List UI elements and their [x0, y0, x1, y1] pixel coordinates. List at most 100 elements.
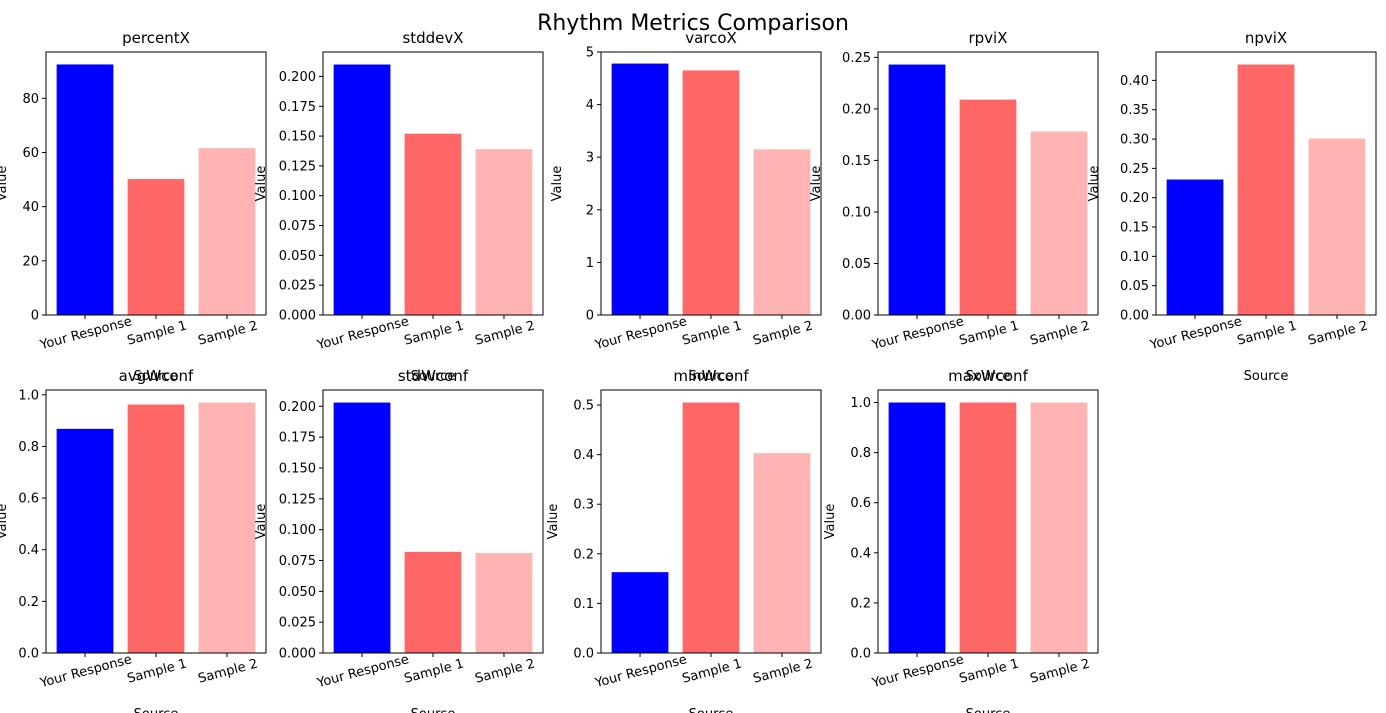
bar-percentX-1 — [56, 64, 114, 315]
subplot-title-minWconf: minWconf — [673, 367, 749, 385]
ylabel: Value — [254, 166, 269, 202]
xtick-label: Your Response — [870, 314, 966, 353]
ytick-label: 0.00 — [842, 309, 871, 324]
bar-stddevX-3 — [475, 149, 533, 315]
ytick-label: 0 — [31, 309, 39, 324]
ytick-label: 0.100 — [279, 523, 316, 538]
ytick-label: 40 — [22, 200, 39, 215]
xtick-label: Sample 1 — [403, 656, 466, 686]
xlabel: Source — [689, 369, 734, 384]
ytick-label: 0.4 — [850, 546, 871, 561]
subplot-title-avgWconf: avgWconf — [119, 367, 194, 385]
bar-avgWconf-3 — [198, 402, 256, 653]
ytick-label: 0.0 — [573, 647, 594, 662]
xtick-label: Sample 2 — [752, 318, 815, 348]
ytick-label: 0.2 — [573, 547, 594, 562]
bar-maxWconf-3 — [1030, 402, 1088, 653]
ytick-label: 2 — [586, 203, 594, 218]
bar-stddevX-1 — [333, 64, 391, 316]
bar-stdWconf-3 — [475, 553, 533, 653]
bar-stddevX-2 — [404, 133, 462, 315]
bar-avgWconf-2 — [127, 404, 185, 653]
bar-rpviX-3 — [1030, 131, 1088, 315]
bar-npviX-3 — [1308, 138, 1366, 315]
xtick-label: Your Response — [593, 314, 689, 353]
ytick-label: 0.6 — [850, 496, 871, 511]
xtick-label: Sample 1 — [681, 318, 744, 348]
figure-title: Rhythm Metrics Comparison — [537, 11, 849, 36]
bar-stdWconf-1 — [333, 402, 391, 653]
ytick-label: 0.10 — [842, 205, 871, 220]
subplot-title-stdWconf: stdWconf — [398, 367, 469, 385]
ytick-label: 0.000 — [279, 647, 316, 662]
bar-npviX-2 — [1237, 64, 1295, 315]
ytick-label: 0.125 — [279, 492, 316, 507]
xtick-label: Sample 1 — [126, 318, 189, 348]
ytick-label: 0.2 — [850, 596, 871, 611]
xlabel: Source — [966, 369, 1011, 384]
xtick-label: Sample 2 — [1307, 318, 1370, 348]
ytick-label: 0.025 — [279, 279, 316, 294]
xtick-label: Sample 1 — [681, 656, 744, 686]
xtick-label: Sample 2 — [474, 656, 537, 686]
ytick-label: 20 — [22, 254, 39, 269]
xlabel: Source — [411, 369, 456, 384]
bar-npviX-1 — [1166, 179, 1224, 315]
ytick-label: 0.8 — [850, 446, 871, 461]
bar-rpviX-2 — [959, 99, 1017, 316]
ytick-label: 0.175 — [279, 431, 316, 446]
ylabel: Value — [1087, 166, 1102, 202]
xtick-label: Sample 1 — [126, 656, 189, 686]
xtick-label: Sample 2 — [197, 656, 260, 686]
ytick-label: 0.0 — [850, 647, 871, 662]
bar-minWconf-2 — [682, 402, 740, 653]
xlabel: Source — [1244, 369, 1289, 384]
ytick-label: 0.1 — [573, 597, 594, 612]
ylabel: Value — [0, 504, 10, 540]
ytick-label: 0.35 — [1120, 103, 1149, 118]
xlabel: Source — [134, 707, 179, 713]
bar-maxWconf-2 — [959, 402, 1017, 653]
subplot-title-maxWconf: maxWconf — [948, 367, 1028, 385]
xtick-label: Sample 1 — [403, 318, 466, 348]
ytick-label: 1.0 — [850, 396, 871, 411]
ytick-label: 3 — [586, 151, 594, 166]
ytick-label: 0.5 — [573, 399, 594, 414]
ytick-label: 0.15 — [1120, 221, 1149, 236]
ytick-label: 0.8 — [18, 440, 39, 455]
ytick-label: 80 — [22, 92, 39, 107]
bar-varcoX-3 — [753, 149, 811, 315]
xtick-label: Sample 2 — [1029, 656, 1092, 686]
ytick-label: 0.25 — [1120, 162, 1149, 177]
ytick-label: 0.075 — [279, 219, 316, 234]
xtick-label: Sample 2 — [752, 656, 815, 686]
ytick-label: 1 — [586, 256, 594, 271]
ytick-label: 4 — [586, 98, 594, 113]
bar-rpviX-1 — [888, 64, 946, 316]
ytick-label: 0.000 — [279, 309, 316, 324]
ytick-label: 5 — [586, 46, 594, 61]
xlabel: Source — [689, 707, 734, 713]
xtick-label: Sample 1 — [958, 656, 1021, 686]
xtick-label: Sample 2 — [1029, 318, 1092, 348]
subplot-title-rpviX: rpviX — [968, 29, 1007, 47]
ylabel: Value — [0, 166, 10, 202]
ylabel: Value — [550, 166, 565, 202]
bar-maxWconf-1 — [888, 402, 946, 653]
ylabel: Value — [254, 504, 269, 540]
ytick-label: 0.150 — [279, 461, 316, 476]
xtick-label: Your Response — [38, 314, 134, 353]
ytick-label: 1.0 — [18, 388, 39, 403]
bar-varcoX-2 — [682, 70, 740, 315]
bar-percentX-2 — [127, 179, 185, 315]
bar-minWconf-1 — [611, 572, 669, 653]
xtick-label: Your Response — [315, 314, 411, 353]
xtick-label: Sample 1 — [958, 318, 1021, 348]
ytick-label: 0.6 — [18, 492, 39, 507]
ytick-label: 60 — [22, 146, 39, 161]
subplot-title-varcoX: varcoX — [685, 29, 737, 47]
ytick-label: 0.4 — [573, 448, 594, 463]
subplot-title-npviX: npviX — [1245, 29, 1287, 47]
subplot-title-percentX: percentX — [122, 29, 190, 47]
